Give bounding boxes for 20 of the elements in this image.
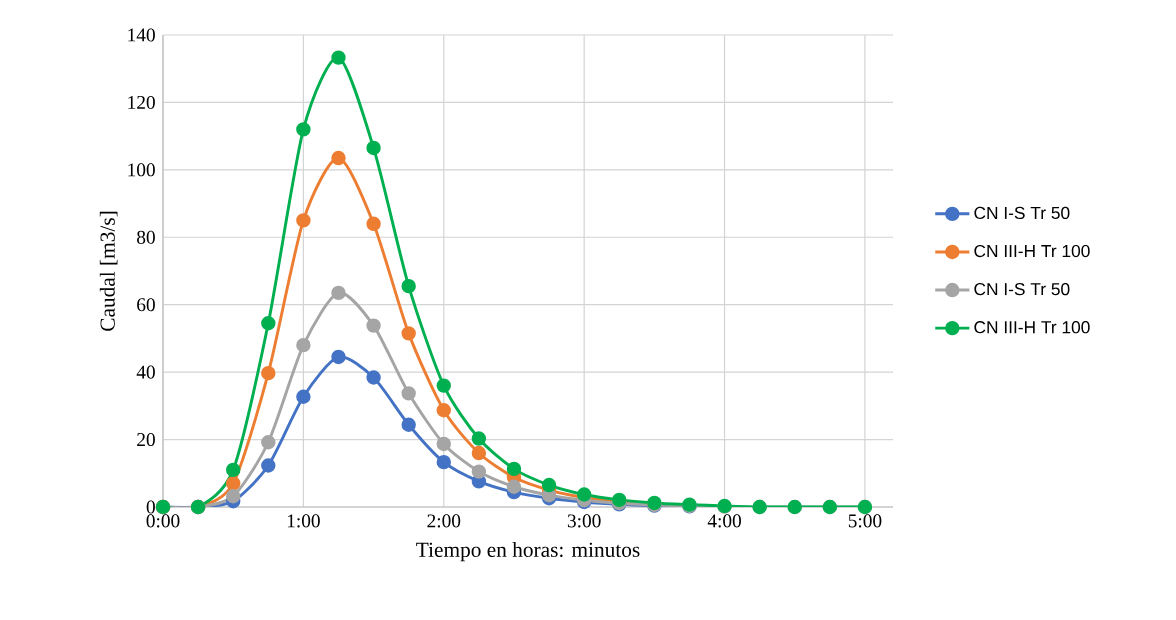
x-axis-title: Tiempo en horas: minutos bbox=[416, 541, 640, 562]
y-tick-label: 0 bbox=[146, 500, 155, 514]
x-tick-label: 5:00 bbox=[848, 514, 882, 528]
x-tick-label: 2:00 bbox=[427, 514, 461, 528]
x-tick-label: 4:00 bbox=[707, 514, 741, 528]
y-tick-label: 100 bbox=[128, 163, 155, 177]
x-tick-label: 1:00 bbox=[287, 514, 320, 528]
y-axis-title: Caudal [m3/s] bbox=[99, 211, 118, 331]
legend-label: CN I-S Tr 50 bbox=[974, 206, 1070, 220]
legend-label: CN I-S Tr 50 bbox=[974, 282, 1070, 296]
legend-label: CN III-H Tr 100 bbox=[974, 321, 1090, 334]
x-tick-label: 0:00 bbox=[146, 514, 180, 528]
y-tick-label: 140 bbox=[128, 28, 155, 42]
y-tick-label: 60 bbox=[137, 298, 155, 312]
y-tick-label: 120 bbox=[128, 95, 155, 109]
y-tick-label: 80 bbox=[137, 230, 155, 244]
y-tick-label: 40 bbox=[136, 365, 155, 379]
x-tick-label: 3:00 bbox=[567, 514, 601, 528]
legend-label: CN III-H Tr 100 bbox=[974, 244, 1090, 258]
y-tick-label: 20 bbox=[137, 433, 155, 447]
